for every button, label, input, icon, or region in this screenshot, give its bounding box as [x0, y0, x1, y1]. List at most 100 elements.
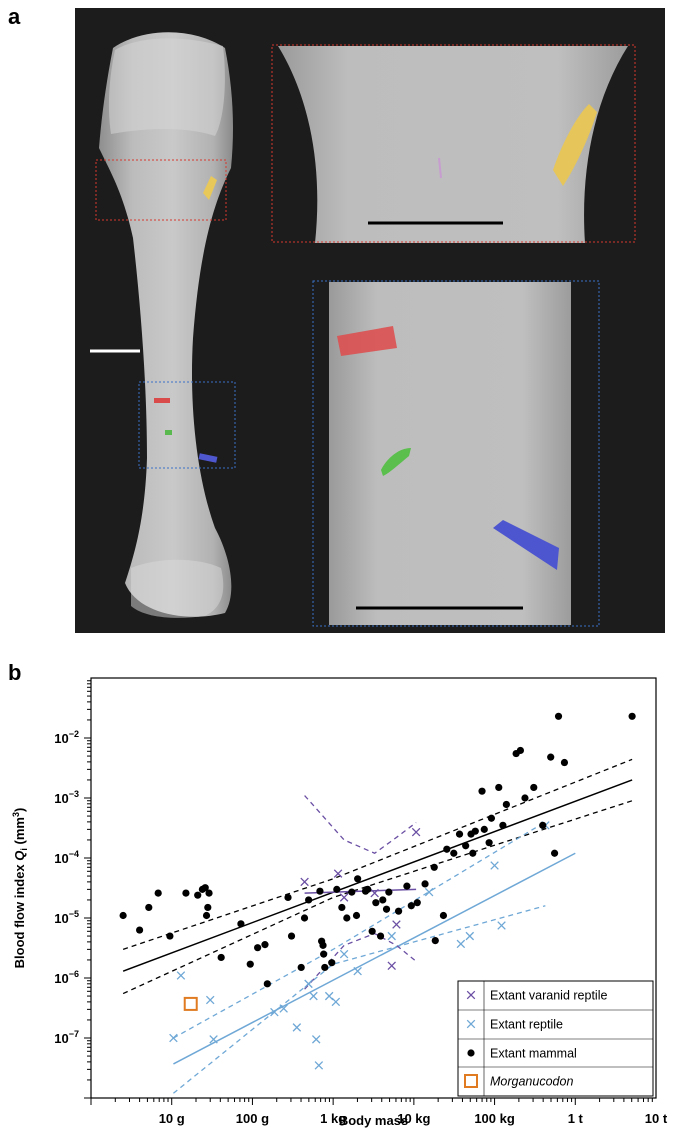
data-point	[297, 963, 305, 972]
data-point	[372, 899, 380, 907]
data-point	[379, 896, 387, 904]
x-tick-label: 1 kg	[320, 1111, 346, 1126]
y-tick-label: 10−4	[54, 849, 79, 866]
data-point	[321, 963, 329, 972]
femur-condyle-texture	[131, 559, 224, 618]
data-point	[270, 1007, 279, 1017]
data-point	[145, 903, 153, 912]
data-point	[263, 980, 271, 988]
regression-lines	[122, 758, 633, 1094]
data-point	[487, 814, 496, 822]
data-point	[495, 783, 503, 792]
red-foramen-large	[337, 326, 397, 356]
data-point	[443, 845, 451, 853]
data-point	[343, 914, 351, 922]
lower-inset	[312, 280, 600, 627]
blood-flow-scatter-chart: 10 g 100 g 1 kg 10 kg 100 kg 1 t 10 t 10−7 10−6…	[11, 677, 668, 1128]
panel-b-chart: 10 g 100 g 1 kg 10 kg 100 kg 1 t 10 t 10−7 10−6…	[0, 655, 681, 1130]
femur-bone	[99, 32, 233, 617]
data-point	[430, 863, 438, 871]
data-point	[497, 921, 506, 930]
data-point	[370, 888, 379, 898]
data-point	[311, 1035, 321, 1044]
data-point	[394, 907, 403, 915]
confidence-band-lower	[173, 905, 546, 1094]
data-point	[169, 1033, 178, 1043]
data-point	[387, 931, 396, 941]
data-point	[183, 996, 198, 1011]
data-point	[407, 902, 415, 910]
legend-marker	[467, 1049, 475, 1057]
panel-b-label: b	[8, 660, 22, 685]
data-point	[456, 939, 466, 949]
data-point	[478, 787, 486, 795]
legend-label: Morganucodon	[490, 1075, 573, 1089]
data-point	[205, 995, 215, 1005]
femur-head-texture	[108, 38, 225, 136]
data-point	[284, 893, 292, 902]
red-foramen-small	[154, 398, 170, 403]
data-point	[119, 911, 127, 920]
data-point	[246, 960, 254, 968]
blue-foramen-small	[198, 453, 218, 463]
data-point	[331, 997, 341, 1007]
data-point	[305, 896, 313, 904]
legend: Extant varanid reptile Extant reptile Exta…	[457, 980, 654, 1097]
data-point	[154, 889, 162, 897]
data-point	[628, 712, 636, 720]
y-tick-label: 10−2	[54, 729, 79, 746]
data-point	[368, 927, 376, 935]
green-foramen-small	[165, 430, 172, 435]
data-point	[309, 991, 318, 1001]
data-point	[502, 800, 510, 809]
data-point	[499, 821, 507, 829]
legend-marker	[464, 1074, 478, 1088]
data-point	[385, 888, 393, 896]
lower-inset-frame	[312, 280, 600, 627]
data-point	[333, 885, 341, 893]
data-point	[376, 932, 385, 940]
data-point	[314, 1061, 324, 1070]
data-point	[339, 949, 349, 959]
data-point	[469, 849, 477, 857]
data-point	[237, 920, 245, 928]
data-point	[382, 905, 391, 913]
green-foramen-large	[381, 448, 411, 476]
data-point	[485, 839, 493, 847]
data-point	[300, 877, 309, 887]
data-point	[403, 882, 411, 890]
data-point	[300, 914, 309, 922]
data-point	[166, 932, 174, 940]
legend-marker	[466, 990, 476, 1000]
data-point	[490, 861, 499, 870]
y-tick-label: 10−7	[54, 1029, 79, 1046]
data-point	[320, 950, 328, 958]
y-tick-label: 10−6	[54, 969, 79, 986]
confidence-band-lower	[122, 800, 633, 995]
data-point	[339, 893, 349, 902]
data-point	[338, 903, 346, 912]
y-axis-ticks: 10−7 10−6 10−5 10−4 10−3 10−2	[54, 680, 91, 1099]
y-tick-label: 10−5	[54, 909, 79, 926]
plot-frame	[90, 677, 657, 1099]
data-point	[465, 931, 475, 941]
data-points	[119, 712, 636, 1070]
data-point	[279, 1004, 288, 1013]
confidence-band-upper	[122, 758, 633, 950]
data-point	[439, 911, 448, 920]
x-tick-label: 100 g	[236, 1111, 269, 1126]
yellow-foramen-small	[203, 176, 217, 200]
regression-line	[173, 852, 576, 1065]
x-axis-ticks: 10 g 100 g 1 kg 10 kg 100 kg 1 t 10 t	[90, 1098, 668, 1126]
upper-inset-frame	[271, 44, 636, 243]
data-point	[471, 827, 479, 835]
x-tick-label: 10 t	[645, 1111, 668, 1126]
data-point	[209, 1035, 218, 1044]
data-point	[516, 746, 525, 755]
data-point	[521, 794, 529, 802]
data-point	[354, 875, 362, 883]
data-point	[202, 911, 211, 920]
data-point	[201, 884, 209, 892]
data-point	[480, 825, 488, 833]
y-tick-label: 10−3	[54, 789, 79, 806]
